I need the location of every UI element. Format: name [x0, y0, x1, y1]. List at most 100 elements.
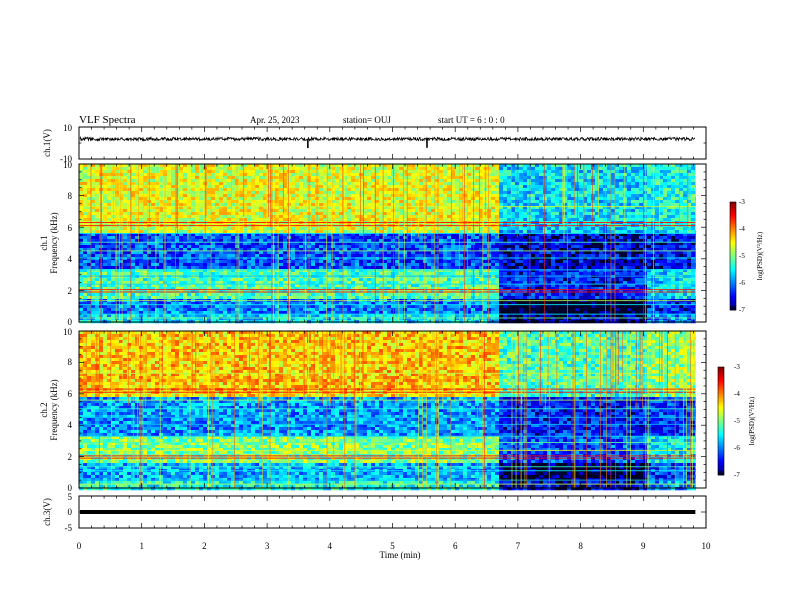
- spectrogram-cell: [411, 245, 416, 249]
- spectrogram-cell: [399, 197, 404, 201]
- spectrogram-cell: [323, 305, 328, 309]
- spectrogram-cell: [375, 230, 380, 234]
- spectrogram-cell: [211, 179, 216, 183]
- spectrogram-cell: [119, 314, 124, 318]
- spectrogram-cell: [199, 236, 204, 240]
- spectrogram-cell: [427, 305, 432, 309]
- spectrogram-cell: [111, 287, 116, 291]
- spectrogram-cell: [411, 209, 416, 213]
- spectrogram-cell: [87, 296, 92, 300]
- spectrogram-cell: [371, 281, 376, 285]
- spectrogram-cell: [135, 206, 140, 210]
- spectrogram-cell: [435, 305, 440, 309]
- spectrogram-cell: [251, 242, 256, 246]
- spectrogram-cell: [323, 194, 328, 198]
- spectrogram-cell: [167, 287, 172, 291]
- spectrogram-cell: [183, 182, 188, 186]
- spectrogram-cell: [123, 281, 128, 285]
- spectrogram-cell: [115, 287, 120, 291]
- spectrogram-cell: [223, 188, 228, 192]
- spectrogram-cell: [151, 191, 156, 195]
- spectrogram-cell: [407, 203, 412, 207]
- spectrogram-cell: [83, 203, 88, 207]
- spectrogram-cell: [267, 248, 272, 252]
- spectrogram-cell: [83, 227, 88, 231]
- spectrogram-cell: [339, 173, 344, 177]
- spectrogram-cell: [351, 284, 356, 288]
- spectrogram-cell: [131, 311, 136, 315]
- spectrogram-cell: [407, 200, 412, 204]
- spectrogram-cell: [83, 308, 88, 312]
- spectrogram-cell: [339, 176, 344, 180]
- spectrogram-cell: [263, 209, 268, 213]
- spectrogram-cell: [359, 227, 364, 231]
- spectrogram-cell: [211, 257, 216, 261]
- spectrogram-cell: [267, 302, 272, 306]
- spectrogram-cell: [255, 293, 260, 297]
- spectrogram-cell: [171, 311, 176, 315]
- spectrogram-cell: [139, 308, 144, 312]
- spectrogram-cell: [399, 296, 404, 300]
- spectrogram-cell: [415, 209, 420, 213]
- spectrogram-cell: [147, 194, 152, 198]
- spectrogram-cell: [351, 281, 356, 285]
- spectrogram-cell: [375, 257, 380, 261]
- spectrogram-cell: [319, 281, 324, 285]
- spectrogram-cell: [327, 182, 332, 186]
- spectrogram-cell: [363, 212, 368, 216]
- spectrogram-cell: [267, 272, 272, 276]
- spectrogram-cell: [415, 170, 420, 174]
- spectrogram-cell: [123, 242, 128, 246]
- spectrogram-cell: [435, 269, 440, 273]
- spectrogram-cell: [131, 281, 136, 285]
- spectrogram-cell: [323, 278, 328, 282]
- spectrogram-cell: [363, 167, 368, 171]
- spectrogram-cell: [159, 236, 164, 240]
- spectrogram-cell: [139, 185, 144, 189]
- spectrogram-cell: [379, 230, 384, 234]
- spectrogram-cell: [387, 260, 392, 264]
- spectrogram-cell: [223, 173, 228, 177]
- spectrogram-cell: [327, 203, 332, 207]
- spectrogram-cell: [275, 164, 280, 168]
- spectrogram-cell: [131, 230, 136, 234]
- spectrogram-cell: [399, 284, 404, 288]
- spectrogram-cell: [223, 287, 228, 291]
- spectrogram-cell: [159, 296, 164, 300]
- spectrogram-cell: [227, 194, 232, 198]
- spectrogram-cell: [371, 278, 376, 282]
- spectrogram-cell: [379, 242, 384, 246]
- spectrogram-cell: [375, 239, 380, 243]
- spectrogram-cell: [419, 239, 424, 243]
- spectrogram-cell: [195, 242, 200, 246]
- spectrogram-cell: [335, 302, 340, 306]
- spectrogram-cell: [279, 185, 284, 189]
- spectrogram-cell: [339, 194, 344, 198]
- spectrogram-cell: [251, 239, 256, 243]
- spectrogram-cell: [439, 236, 444, 240]
- spectrogram-cell: [259, 182, 264, 186]
- spectrogram-cell: [371, 239, 376, 243]
- spectrogram-cell: [123, 245, 128, 249]
- spectrogram-cell: [439, 182, 444, 186]
- spectrogram-cell: [291, 263, 296, 267]
- spectrogram-cell: [103, 191, 108, 195]
- spectrogram-cell: [211, 317, 216, 321]
- spectrogram-cell: [443, 182, 448, 186]
- spectrogram-cell: [419, 308, 424, 312]
- spectrogram-cell: [147, 182, 152, 186]
- spectrogram-cell: [191, 185, 196, 189]
- spectrogram-cell: [407, 308, 412, 312]
- spectrogram-cell: [359, 236, 364, 240]
- spectrogram-cell: [79, 212, 84, 216]
- spectrogram-cell: [415, 305, 420, 309]
- spectrogram-cell: [223, 266, 228, 270]
- spectrogram-cell: [427, 194, 432, 198]
- spectrogram-cell: [87, 176, 92, 180]
- spectrogram-cell: [255, 266, 260, 270]
- spectrogram-cell: [419, 197, 424, 201]
- spectrogram-cell: [383, 167, 388, 171]
- spectrogram-cell: [411, 317, 416, 321]
- spectrogram-cell: [311, 209, 316, 213]
- spectrogram-cell: [239, 266, 244, 270]
